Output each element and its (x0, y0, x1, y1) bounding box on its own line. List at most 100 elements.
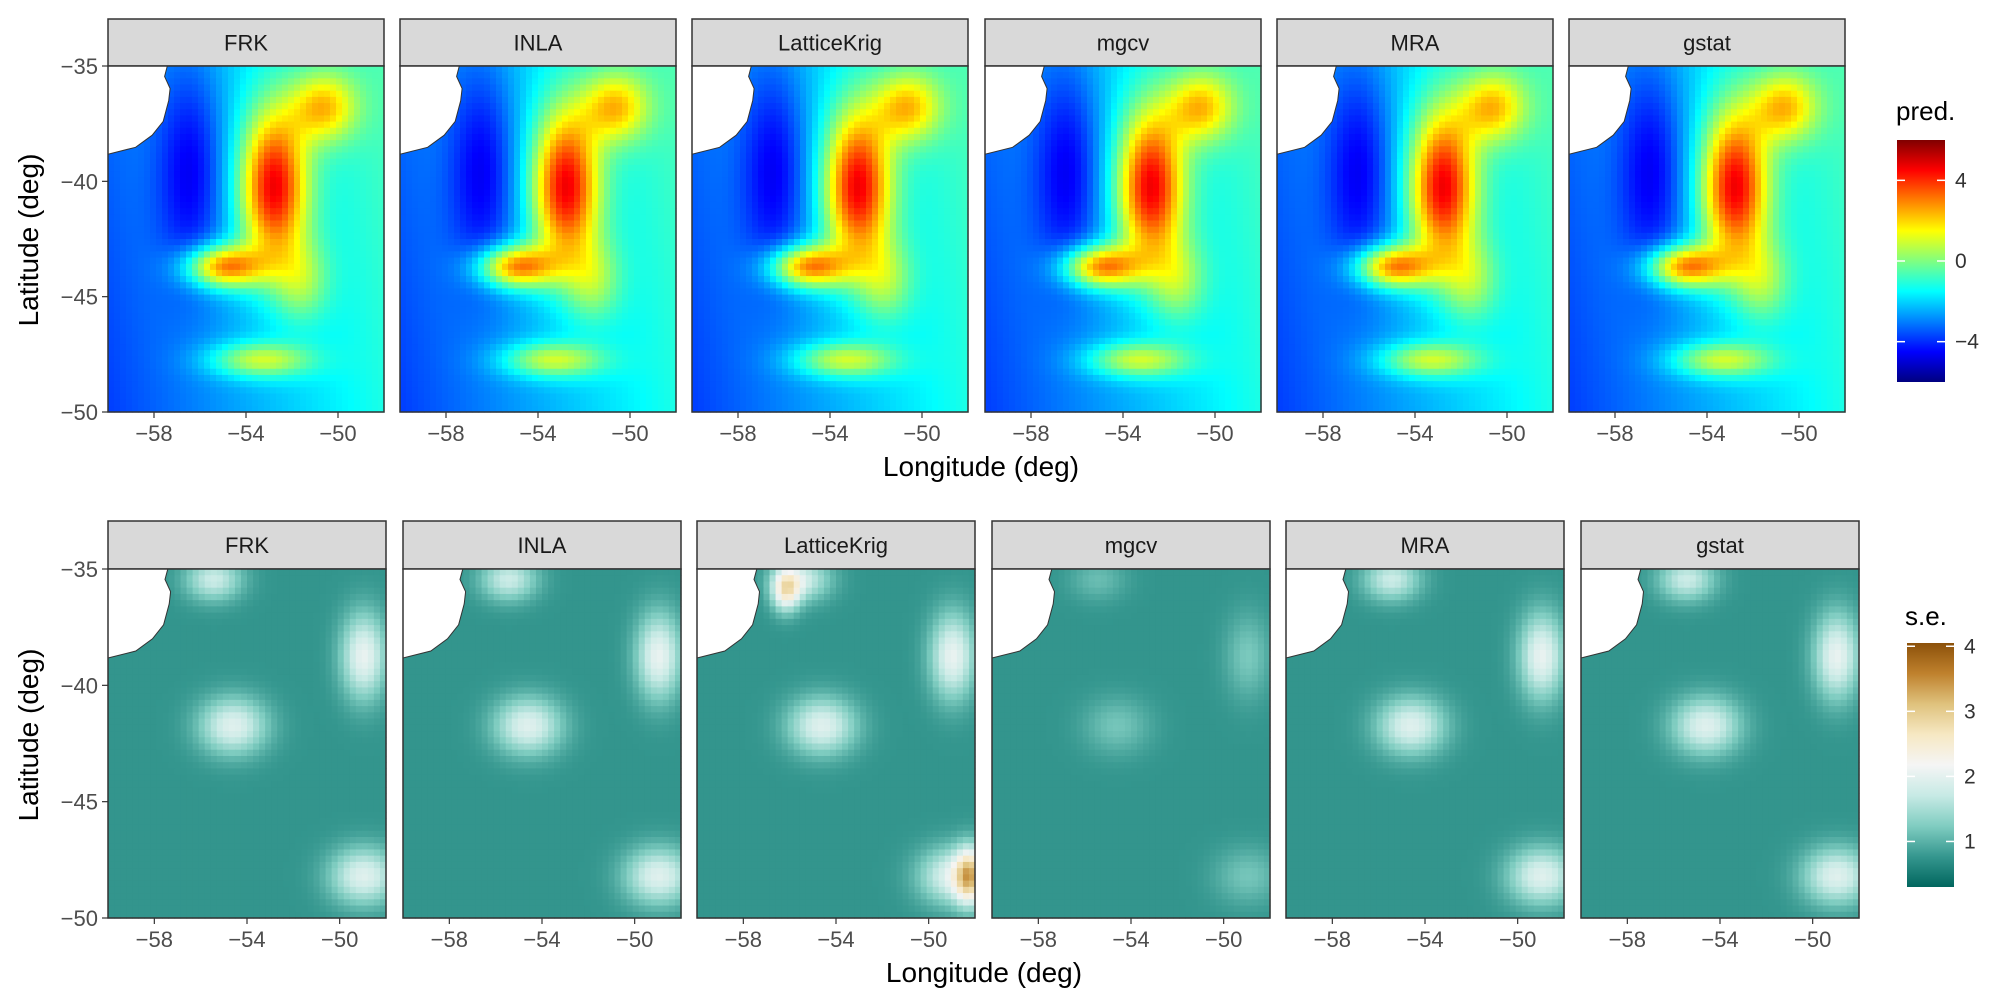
heatmap-cell (366, 127, 373, 135)
heatmap-cell (366, 220, 373, 228)
heatmap-cell (336, 405, 343, 413)
heatmap-cell (114, 313, 121, 320)
heatmap-cell (150, 313, 157, 320)
heatmap-cell (634, 78, 641, 86)
heatmap-cell (460, 313, 467, 320)
heatmap-cell (580, 146, 587, 154)
heatmap-cell (436, 226, 443, 234)
heatmap-cell (466, 214, 473, 222)
heatmap-cell (574, 325, 581, 333)
heatmap-cell (520, 374, 527, 382)
heatmap-cell (604, 306, 611, 314)
heatmap-cell (496, 72, 503, 79)
heatmap-cell (348, 269, 355, 277)
heatmap-cell (532, 208, 539, 215)
heatmap-cell (138, 337, 145, 345)
heatmap-cell (264, 381, 271, 388)
heatmap-cell (300, 313, 307, 320)
heatmap-cell (538, 183, 545, 191)
heatmap-cell (604, 288, 611, 296)
heatmap-cell (532, 220, 539, 228)
heatmap-cell (216, 276, 223, 283)
heatmap-cell (604, 121, 611, 129)
heatmap-cell (586, 171, 593, 178)
heatmap-cell (598, 115, 605, 123)
heatmap-cell (436, 239, 443, 246)
heatmap-cell (354, 72, 361, 79)
heatmap-cell (508, 133, 515, 141)
heatmap-cell (460, 171, 467, 178)
heatmap-cell (448, 350, 455, 357)
heatmap-cell (574, 232, 581, 240)
heatmap-cell (138, 177, 145, 184)
heatmap-cell (646, 96, 653, 104)
heatmap-cell (514, 374, 521, 382)
heatmap-cell (664, 90, 671, 98)
heatmap-cell (210, 374, 217, 382)
heatmap-cell (598, 201, 605, 209)
heatmap-cell (430, 344, 437, 351)
heatmap-cell (318, 208, 325, 215)
heatmap-cell (532, 319, 539, 327)
heatmap-cell (658, 171, 665, 178)
heatmap-cell (646, 164, 653, 172)
heatmap-cell (520, 96, 527, 104)
heatmap-cell (372, 140, 379, 147)
heatmap-cell (544, 368, 551, 376)
heatmap-cell (114, 350, 121, 357)
heatmap-cell (324, 133, 331, 141)
heatmap-cell (658, 84, 665, 92)
heatmap-cell (400, 239, 407, 246)
heatmap-cell (348, 177, 355, 184)
heatmap-cell (430, 288, 437, 296)
heatmap-cell (556, 325, 563, 333)
heatmap-cell (264, 319, 271, 327)
heatmap-cell (610, 189, 617, 197)
heatmap-cell (460, 140, 467, 147)
heatmap-cell (460, 306, 467, 314)
heatmap-cell (342, 164, 349, 172)
heatmap-cell (318, 140, 325, 147)
heatmap-cell (658, 103, 665, 110)
heatmap-cell (108, 362, 115, 370)
heatmap-cell (252, 306, 259, 314)
heatmap-cell (324, 183, 331, 191)
heatmap-cell (198, 232, 205, 240)
heatmap-cell (132, 263, 139, 271)
heatmap-cell (294, 381, 301, 388)
heatmap-cell (354, 288, 361, 296)
heatmap-cell (472, 368, 479, 376)
heatmap-cell (508, 251, 515, 259)
heatmap-cell (240, 195, 247, 203)
heatmap-cell (520, 245, 527, 252)
heatmap-cell (490, 381, 497, 388)
heatmap-cell (372, 208, 379, 215)
heatmap-cell (550, 220, 557, 228)
heatmap-cell (306, 344, 313, 351)
heatmap-cell (348, 300, 355, 308)
heatmap-cell (132, 306, 139, 314)
heatmap-cell (580, 220, 587, 228)
heatmap-cell (246, 177, 253, 184)
heatmap-cell (354, 239, 361, 246)
heatmap-cell (520, 66, 527, 73)
heatmap-cell (198, 72, 205, 79)
heatmap-cell (162, 325, 169, 333)
heatmap-cell (324, 152, 331, 160)
heatmap-cell (186, 344, 193, 351)
heatmap-cell (300, 350, 307, 357)
heatmap-cell (108, 164, 115, 172)
heatmap-cell (360, 399, 367, 407)
heatmap-cell (568, 325, 575, 333)
heatmap-cell (216, 226, 223, 234)
heatmap-cell (342, 72, 349, 79)
heatmap-cell (318, 269, 325, 277)
heatmap-cell (454, 362, 461, 370)
heatmap-cell (514, 276, 521, 283)
heatmap-cell (138, 356, 145, 364)
heatmap-cell (294, 257, 301, 265)
heatmap-cell (216, 232, 223, 240)
heatmap-cell (472, 337, 479, 345)
heatmap-cell (348, 282, 355, 290)
heatmap-cell (538, 96, 545, 104)
